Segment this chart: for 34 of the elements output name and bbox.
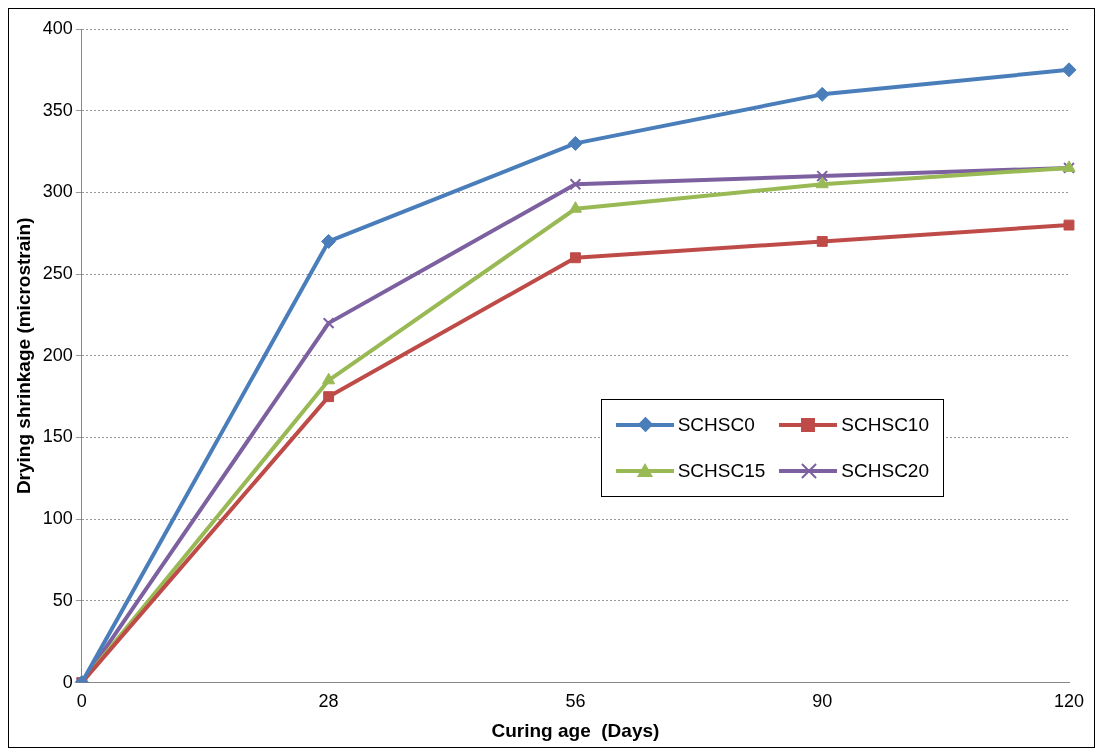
point [815, 176, 829, 189]
point [323, 391, 335, 403]
y-tick-label: 50 [52, 589, 73, 610]
x-tick-label: 28 [318, 691, 339, 712]
y-axis-title: Drying shrinkage (microstrain) [12, 217, 34, 495]
point [1063, 219, 1075, 231]
point [322, 317, 335, 330]
point [321, 233, 337, 249]
x-tick-label: 90 [812, 691, 833, 712]
y-tick-label: 150 [42, 426, 73, 447]
point [814, 86, 830, 102]
y-tick-label: 300 [42, 181, 73, 202]
x-tick-label: 56 [565, 691, 586, 712]
point [1061, 62, 1077, 78]
legend-label: SCHSC0 [677, 414, 755, 435]
legend-label: SCHSC20 [841, 460, 929, 481]
y-tick-label: 100 [42, 508, 73, 529]
x-axis-title: Curing age (Days) [491, 719, 660, 741]
x-tick-label: 0 [76, 691, 87, 712]
y-tick-label: 350 [42, 99, 73, 120]
legend-label: SCHSC10 [841, 414, 929, 435]
x-tick-label: 120 [1053, 691, 1085, 712]
point [567, 135, 583, 151]
point [569, 178, 582, 191]
point [816, 170, 829, 183]
point [816, 235, 828, 247]
legend-label: SCHSC15 [677, 460, 766, 481]
y-tick-label: 200 [42, 344, 73, 365]
y-tick-label: 250 [42, 263, 73, 284]
point [569, 252, 581, 264]
point [322, 372, 336, 385]
point [568, 201, 582, 213]
y-tick-label: 400 [42, 17, 73, 38]
y-tick-label: 0 [62, 671, 73, 692]
